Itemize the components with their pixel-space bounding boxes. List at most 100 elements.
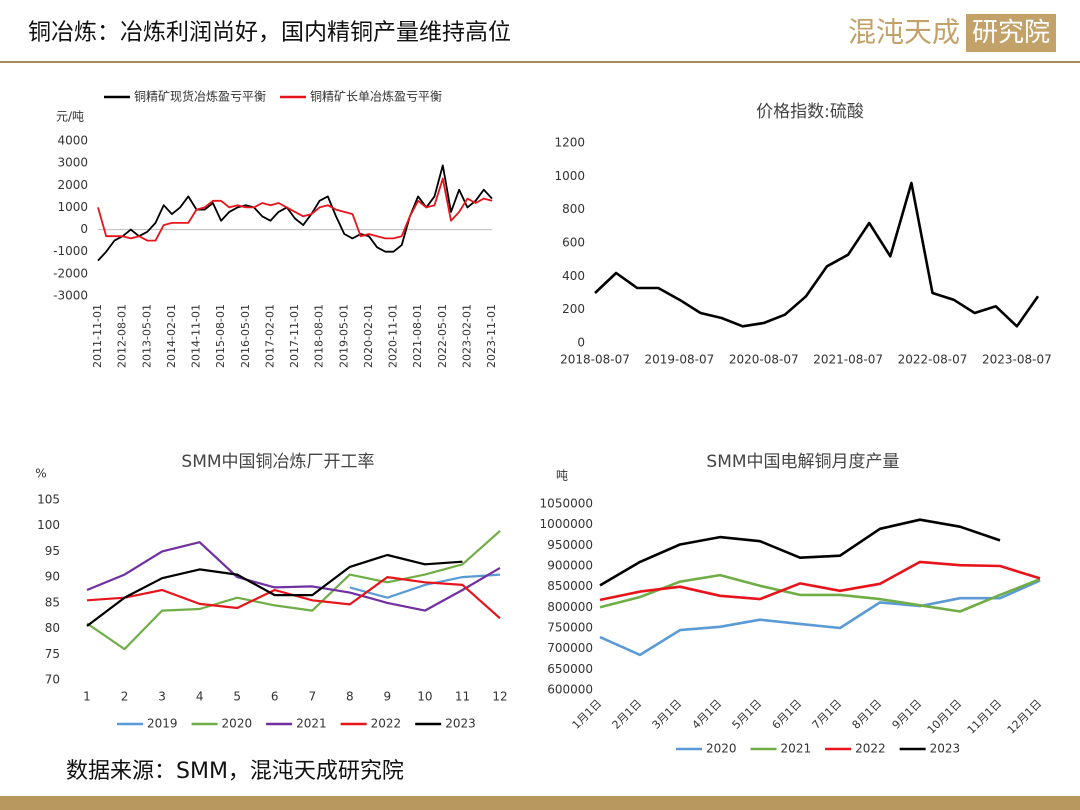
x-tick-label: 6 bbox=[271, 690, 279, 704]
legend-label: 2021 bbox=[296, 717, 327, 731]
x-tick-label: 5月1日 bbox=[730, 697, 765, 732]
x-tick-label: 2014-11-01 bbox=[190, 304, 203, 368]
x-tick-label: 2020-08-07 bbox=[729, 353, 799, 367]
y-tick-label: 2000 bbox=[57, 178, 88, 192]
y-tick-label: 1000000 bbox=[540, 517, 593, 531]
y-tick-label: 600000 bbox=[547, 683, 593, 697]
y-tick-label: 900000 bbox=[547, 559, 593, 573]
y-tick-label: 100 bbox=[37, 518, 60, 532]
x-tick-label: 1 bbox=[83, 690, 91, 704]
x-tick-label: 2017-02-01 bbox=[263, 304, 276, 368]
y-tick-label: 950000 bbox=[547, 538, 593, 552]
x-tick-label: 8月1日 bbox=[850, 697, 885, 732]
source-note: 数据来源：SMM，混沌天成研究院 bbox=[66, 759, 404, 784]
x-tick-label: 2019-05-01 bbox=[337, 304, 350, 368]
legend-label: 2021 bbox=[781, 742, 812, 756]
y-tick-label: 1200 bbox=[554, 136, 585, 150]
series-line bbox=[97, 164, 493, 262]
y-tick-label: -3000 bbox=[53, 289, 88, 303]
x-tick-label: 2015-08-01 bbox=[214, 304, 227, 368]
legend-label: 铜精矿现货冶炼盈亏平衡 bbox=[134, 89, 266, 104]
x-tick-label: 7 bbox=[308, 690, 316, 704]
footer-bar bbox=[0, 796, 1080, 810]
y-tick-label: 90 bbox=[45, 570, 60, 584]
x-tick-label: 2019-08-07 bbox=[645, 353, 715, 367]
x-tick-label: 2月1日 bbox=[610, 697, 645, 732]
x-tick-label: 4 bbox=[196, 690, 204, 704]
series-line bbox=[599, 573, 1041, 613]
y-tick-label: 1000 bbox=[57, 200, 88, 214]
x-tick-label: 4月1日 bbox=[690, 697, 725, 732]
x-tick-label: 12月1日 bbox=[1005, 697, 1045, 737]
x-tick-label: 2011-11-01 bbox=[91, 304, 104, 368]
y-tick-label: 650000 bbox=[547, 662, 593, 676]
series-line bbox=[599, 518, 1001, 587]
y-tick-label: 4000 bbox=[57, 134, 88, 148]
legend-label: 2019 bbox=[147, 717, 178, 731]
x-tick-label: 9 bbox=[384, 690, 392, 704]
x-tick-label: 7月1日 bbox=[810, 697, 845, 732]
chart-title: 价格指数:硫酸 bbox=[756, 102, 864, 122]
y-tick-label: 85 bbox=[45, 595, 60, 609]
x-tick-label: 2013-05-01 bbox=[140, 304, 153, 368]
y-tick-label: 600 bbox=[562, 236, 585, 250]
legend-label: 铜精矿长单冶炼盈亏平衡 bbox=[310, 89, 442, 104]
y-tick-label: 700000 bbox=[547, 641, 593, 655]
series-line bbox=[86, 576, 501, 620]
y-tick-label: 3000 bbox=[57, 156, 88, 170]
logo-box-text: 研究院 bbox=[972, 18, 1050, 48]
series-line bbox=[599, 579, 1041, 657]
x-tick-label: 12 bbox=[492, 690, 507, 704]
y-tick-label: 0 bbox=[80, 222, 88, 236]
series-line bbox=[86, 530, 501, 651]
x-tick-label: 11 bbox=[455, 690, 470, 704]
y-unit: 吨 bbox=[556, 469, 568, 483]
y-tick-label: 70 bbox=[45, 673, 60, 687]
x-tick-label: 2023-08-07 bbox=[982, 353, 1052, 367]
x-tick-label: 2016-05-01 bbox=[239, 304, 252, 368]
chart-title: SMM中国电解铜月度产量 bbox=[706, 452, 899, 472]
x-tick-label: 8 bbox=[346, 690, 354, 704]
x-tick-label: 2021-08-07 bbox=[813, 353, 883, 367]
x-tick-label: 3 bbox=[158, 690, 166, 704]
y-tick-label: 105 bbox=[37, 493, 60, 507]
x-tick-label: 2023-11-01 bbox=[485, 304, 498, 368]
y-tick-label: 1050000 bbox=[540, 497, 593, 511]
series-line bbox=[349, 573, 501, 599]
y-tick-label: -2000 bbox=[53, 266, 88, 280]
x-tick-label: 6月1日 bbox=[770, 697, 805, 732]
x-tick-label: 2022-05-01 bbox=[436, 304, 449, 368]
x-tick-label: 10 bbox=[417, 690, 432, 704]
x-tick-label: 1月1日 bbox=[570, 697, 605, 732]
series-line bbox=[86, 553, 463, 627]
legend-label: 2022 bbox=[855, 742, 886, 756]
legend-label: 2023 bbox=[445, 717, 476, 731]
y-tick-label: 0 bbox=[577, 336, 585, 350]
y-tick-label: 1000 bbox=[554, 169, 585, 183]
series-line bbox=[97, 177, 493, 242]
slide-title: 铜冶炼：冶炼利润尚好，国内精铜产量维持高位 bbox=[28, 20, 511, 46]
y-unit: % bbox=[35, 467, 46, 481]
legend-label: 2020 bbox=[222, 717, 253, 731]
x-tick-label: 2022-08-07 bbox=[898, 353, 968, 367]
series-line bbox=[86, 541, 501, 612]
x-tick-label: 2023-02-01 bbox=[460, 304, 473, 368]
series-line bbox=[599, 560, 1041, 602]
x-tick-label: 11月1日 bbox=[965, 697, 1005, 737]
x-tick-label: 2020-02-01 bbox=[362, 304, 375, 368]
logo-text: 混沌天成 bbox=[848, 16, 960, 49]
x-tick-label: 10月1日 bbox=[925, 697, 965, 737]
x-tick-label: 2018-08-07 bbox=[560, 353, 630, 367]
header-rule bbox=[0, 61, 1080, 63]
y-unit: 元/吨 bbox=[56, 110, 84, 124]
x-tick-label: 2017-11-01 bbox=[288, 304, 301, 368]
logo-box bbox=[966, 14, 1056, 52]
series-line bbox=[594, 181, 1040, 328]
x-tick-label: 3月1日 bbox=[650, 697, 685, 732]
x-tick-label: 2 bbox=[121, 690, 129, 704]
y-tick-label: 850000 bbox=[547, 579, 593, 593]
x-tick-label: 2018-08-01 bbox=[313, 304, 326, 368]
y-tick-label: 95 bbox=[45, 544, 60, 558]
x-tick-label: 5 bbox=[233, 690, 241, 704]
y-tick-label: 800 bbox=[562, 202, 585, 216]
